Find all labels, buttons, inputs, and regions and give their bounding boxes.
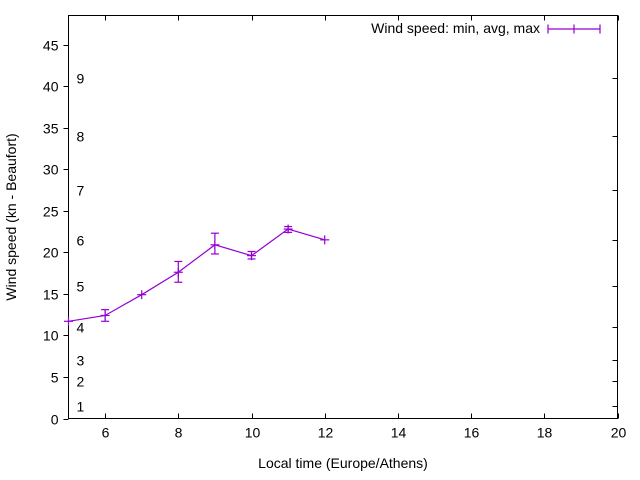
y2-tick-label: 7 xyxy=(77,183,85,199)
y2-axis-ticks-right xyxy=(612,78,618,407)
y-tick-label: 0 xyxy=(51,412,59,428)
x-tick-label: 12 xyxy=(318,425,334,441)
y2-tick-label: 5 xyxy=(77,279,85,295)
x-axis-title: Local time (Europe/Athens) xyxy=(258,455,428,471)
x-tick-label: 14 xyxy=(391,425,407,441)
x-tick-label: 16 xyxy=(464,425,480,441)
y2-tick-label: 3 xyxy=(77,353,85,369)
plot-frame xyxy=(68,15,618,419)
x-tick-label: 8 xyxy=(175,425,183,441)
y-tick-label: 15 xyxy=(43,287,59,303)
y-tick-label: 5 xyxy=(51,370,59,386)
data-series-group xyxy=(64,224,330,326)
y2-tick-label: 4 xyxy=(77,320,85,336)
legend-key-errorbar xyxy=(547,24,601,34)
x-tick-label: 20 xyxy=(611,425,627,441)
y-tick-label: 10 xyxy=(43,328,59,344)
y-tick-label: 25 xyxy=(43,204,59,220)
y-axis-ticks-left xyxy=(63,45,69,420)
y2-tick-label: 9 xyxy=(77,71,85,87)
legend-entry-label: Wind speed: min, avg, max xyxy=(371,20,540,36)
y2-axis-tick-labels: 1 2 3 4 5 6 7 8 9 xyxy=(77,71,85,415)
x-axis-tick-labels: 6 8 10 12 14 16 18 20 xyxy=(102,425,627,441)
y-tick-label: 20 xyxy=(43,245,59,261)
x-tick-label: 10 xyxy=(245,425,261,441)
x-axis-ticks-top xyxy=(105,15,619,21)
y-axis-tick-labels: 0 5 10 15 20 25 30 35 40 45 xyxy=(43,38,59,428)
x-axis-ticks-bottom xyxy=(105,413,619,419)
series-line xyxy=(68,228,325,322)
y2-tick-label: 8 xyxy=(77,129,85,145)
y2-tick-label: 2 xyxy=(77,374,85,390)
y-tick-label: 30 xyxy=(43,162,59,178)
x-tick-label: 6 xyxy=(102,425,110,441)
y-tick-label: 45 xyxy=(43,38,59,54)
y-axis-title: Wind speed (kn - Beaufort) xyxy=(3,133,19,300)
y2-tick-label: 6 xyxy=(77,233,85,249)
y-tick-label: 35 xyxy=(43,121,59,137)
x-tick-label: 18 xyxy=(537,425,553,441)
y-tick-label: 40 xyxy=(43,79,59,95)
legend: Wind speed: min, avg, max xyxy=(371,20,601,36)
y2-tick-label: 1 xyxy=(77,399,85,415)
